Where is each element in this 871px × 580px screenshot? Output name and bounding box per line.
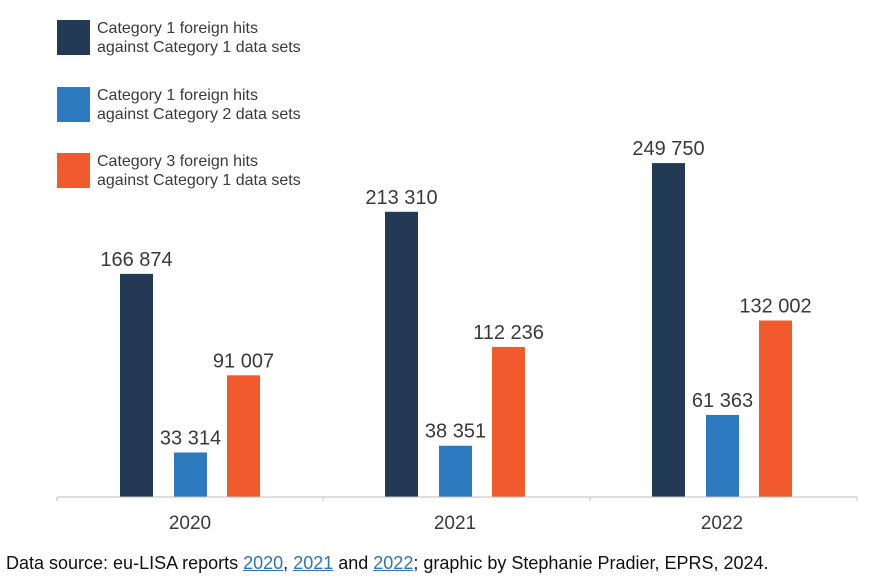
bar-2021-series-1 (385, 211, 418, 497)
legend-swatch-2 (57, 87, 90, 122)
x-tick-label-2020: 2020 (169, 513, 211, 534)
bar-2020-series-3 (227, 375, 260, 497)
legend-label-2-line-2: against Category 2 data sets (97, 106, 301, 123)
legend-swatch-1 (57, 20, 90, 55)
bar-2020-series-2 (174, 452, 207, 497)
x-tick-label-2022: 2022 (701, 513, 743, 534)
value-label-2022-series-1: 249 750 (632, 138, 704, 160)
bar-2021-series-2 (439, 445, 472, 497)
caption-suffix: ; graphic by Stephanie Pradier, EPRS, 20… (413, 553, 769, 573)
legend-label-1-line-1: Category 1 foreign hits (97, 20, 258, 37)
caption-separator-2: and (333, 553, 374, 573)
value-label-2022-series-2: 61 363 (692, 390, 753, 412)
legend-label-1-line-2: against Category 1 data sets (97, 39, 301, 56)
caption-separator-1: , (283, 553, 294, 573)
legend-label-3-line-1: Category 3 foreign hits (97, 153, 258, 170)
report-link-2020[interactable]: 2020 (243, 553, 284, 573)
legend-label-3-line-2: against Category 1 data sets (97, 172, 301, 189)
value-label-2021-series-2: 38 351 (425, 421, 486, 443)
caption-prefix: Data source: eu-LISA reports (6, 553, 244, 573)
value-label-2022-series-3: 132 002 (739, 296, 811, 318)
report-link-2021[interactable]: 2021 (293, 553, 334, 573)
data-source-caption: Data source: eu-LISA reports 2020, 2021 … (6, 553, 769, 574)
value-label-2020-series-3: 91 007 (213, 350, 274, 372)
bar-2021-series-3 (492, 346, 525, 497)
value-label-2020-series-2: 33 314 (160, 427, 221, 449)
x-tick-label-2021: 2021 (434, 513, 476, 534)
bar-2022-series-3 (759, 320, 792, 497)
bar-chart: Category 1 foreign hits against Category … (56, 20, 858, 534)
report-link-2022[interactable]: 2022 (373, 553, 414, 573)
value-label-2020-series-1: 166 874 (100, 249, 172, 271)
legend-label-2-line-1: Category 1 foreign hits (97, 87, 258, 104)
bar-2020-series-1 (120, 273, 153, 497)
bar-2022-series-1 (652, 163, 685, 497)
bar-2022-series-2 (706, 414, 739, 497)
legend-swatch-3 (57, 153, 90, 188)
value-label-2021-series-1: 213 310 (365, 187, 437, 209)
value-label-2021-series-3: 112 236 (473, 322, 544, 344)
